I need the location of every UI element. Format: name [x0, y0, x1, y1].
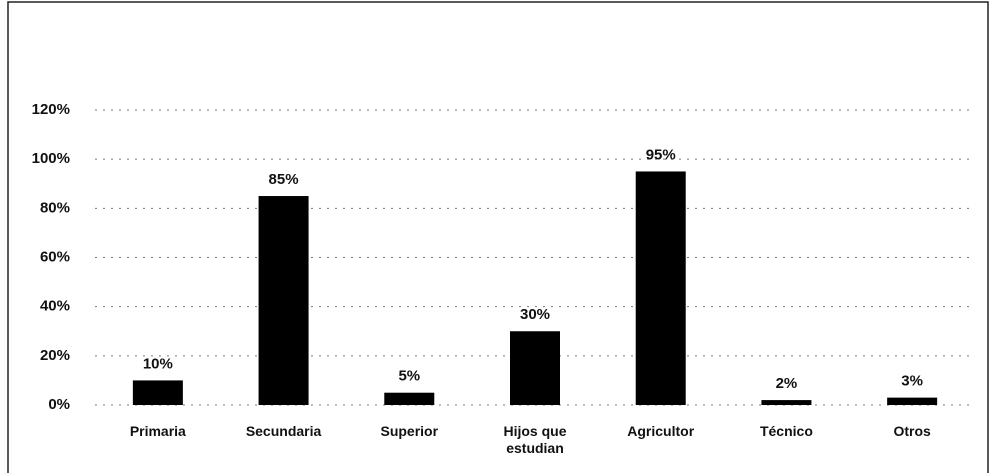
data-label: 5% [398, 368, 420, 385]
y-tick-label: 40% [40, 298, 70, 315]
data-label: 95% [646, 146, 676, 163]
y-tick-label: 20% [40, 347, 70, 364]
bar [635, 171, 686, 405]
bar [132, 380, 183, 405]
y-tick-label: 60% [40, 248, 70, 265]
data-label: 30% [520, 306, 550, 323]
y-tick-label: 80% [40, 199, 70, 216]
x-tick-label: Primaria [129, 423, 186, 439]
data-label: 3% [901, 373, 923, 390]
bar [761, 400, 812, 405]
y-tick-label: 100% [32, 150, 70, 167]
data-label: 10% [143, 355, 173, 372]
y-tick-label: 0% [48, 396, 70, 413]
x-tick-label: Agricultor [627, 423, 695, 439]
bar [887, 397, 938, 405]
bar [510, 331, 560, 405]
x-tick-label: Otros [893, 423, 931, 439]
bar [258, 196, 309, 405]
data-label: 2% [776, 375, 798, 392]
x-tick-label: Técnico [759, 423, 813, 439]
frame [7, 1, 989, 473]
x-tick-label: Hijos que estudian [503, 423, 567, 456]
bar [384, 392, 435, 405]
y-tick-label: 120% [32, 101, 70, 118]
x-tick-label: Superior [380, 423, 439, 439]
x-tick-label: Secundaria [245, 423, 322, 439]
data-label: 85% [269, 171, 299, 188]
